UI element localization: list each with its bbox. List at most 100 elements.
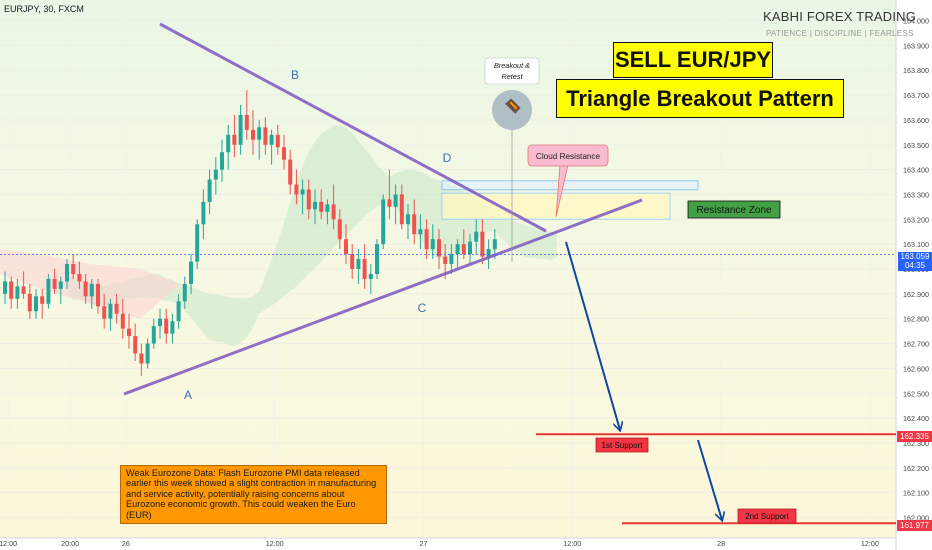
candle-body [437,239,441,257]
candle-body [492,239,497,250]
candle-body [306,189,311,210]
candle-body [145,343,150,364]
candle-body [480,231,485,257]
candle-body [300,189,305,195]
price-axis-background [896,0,932,550]
breakout-label-line2: Retest [501,72,523,81]
resistance-zone-label-box [687,200,781,219]
candle-body [158,318,162,327]
candle-body [468,241,472,255]
candle-body [114,303,119,314]
candle-body [133,336,138,354]
candle-body [71,264,76,274]
candle-body [443,256,448,265]
candle-body [337,219,342,240]
support2-label-box [737,508,797,524]
candle-body [170,321,175,334]
candle-body [96,283,100,307]
forecast-arrow-2 [697,439,722,520]
candle-body [213,169,218,180]
ascending-trendline [123,198,643,396]
y-tick-label: 162.900 [903,290,929,299]
candle-body [430,239,435,250]
candle-body [368,273,373,279]
candle-body [77,273,82,282]
candles [3,90,497,376]
time-axis-background [0,538,896,550]
candle-body [350,254,355,269]
breakout-label-line1: Breakout & [494,61,530,70]
candle-body [176,301,181,322]
brand-tagline: PATIENCE | DISCIPLINE | FEARLESS [766,29,914,38]
symbol-label[interactable]: EURJPY, 30, FXCM [4,4,84,14]
resistance-zone-label: Resistance Zone [696,205,771,216]
x-tick-label: 26 [122,539,130,548]
pattern-point-c: C [418,301,427,315]
y-tick-label: 163.200 [903,215,929,224]
current-price-value: 163.059 [900,252,930,261]
y-tick-label: 162.800 [903,315,929,324]
candle-body [387,199,392,207]
x-tick-label: 12:00 [266,539,284,548]
candle-body [486,249,491,257]
title-sell-box: SELL EUR/JPY [613,42,773,78]
y-tick-label: 162.200 [903,464,929,473]
news-note: Weak Eurozone Data: Flash Eurozone PMI d… [120,465,387,524]
candle-body [52,278,57,289]
y-tick-label: 162.700 [903,340,929,349]
candle-body [21,286,26,294]
y-tick-label: 163.300 [903,190,929,199]
candle-body [9,281,14,299]
candle-body [282,147,286,160]
resistance-zone-upper [441,180,699,191]
cloud-resistance-label: Cloud Resistance [536,152,601,161]
pattern-point-b: B [291,68,299,82]
y-tick-label: 164.000 [903,17,929,26]
y-tick-label: 163.500 [903,141,929,150]
y-tick-label: 162.100 [903,489,929,498]
candle-body [406,214,410,225]
candle-body [226,134,231,153]
x-tick-label: 20:00 [61,539,79,548]
candle-body [461,244,466,255]
candle-body [393,194,398,207]
candle-body [120,313,125,329]
y-tick-label: 162.400 [903,414,929,423]
candle-body [139,353,144,364]
candle-body [189,261,193,284]
candle-body [375,244,379,274]
candle-body [108,303,113,319]
candle-body [257,127,262,140]
candle-body [195,224,200,262]
candle-body [102,306,107,319]
candle-body [3,281,7,294]
candle-body [474,231,479,242]
candle-body [164,318,169,334]
candle-body [362,259,367,279]
candle-body [275,134,280,148]
x-tick-label: 12:00 [0,539,17,548]
candle-body [331,204,336,220]
cloud-resistance-box [527,144,609,167]
support2-price-tag: 161.977 [897,520,932,531]
y-tick-label: 163.800 [903,66,929,75]
candle-body [412,214,417,235]
candle-body [83,281,88,297]
y-tick-label: 162.600 [903,364,929,373]
brand-name: KABHI FOREX TRADING [763,9,917,24]
candle-body [127,328,131,337]
candle-body [34,296,38,312]
candle-body [65,264,69,282]
title-pattern-box: Triangle Breakout Pattern [556,79,844,118]
x-tick-label: 27 [420,539,428,548]
candle-body [381,199,386,245]
y-tick-label: 162.000 [903,514,929,523]
candle-body [58,281,63,289]
current-price-tag: 163.059 04:35 [898,252,932,271]
candle-body [182,283,187,302]
candle-body [449,254,454,265]
candle-body [244,114,249,130]
y-tick-label: 163.900 [903,41,929,50]
candle-body [151,326,156,344]
